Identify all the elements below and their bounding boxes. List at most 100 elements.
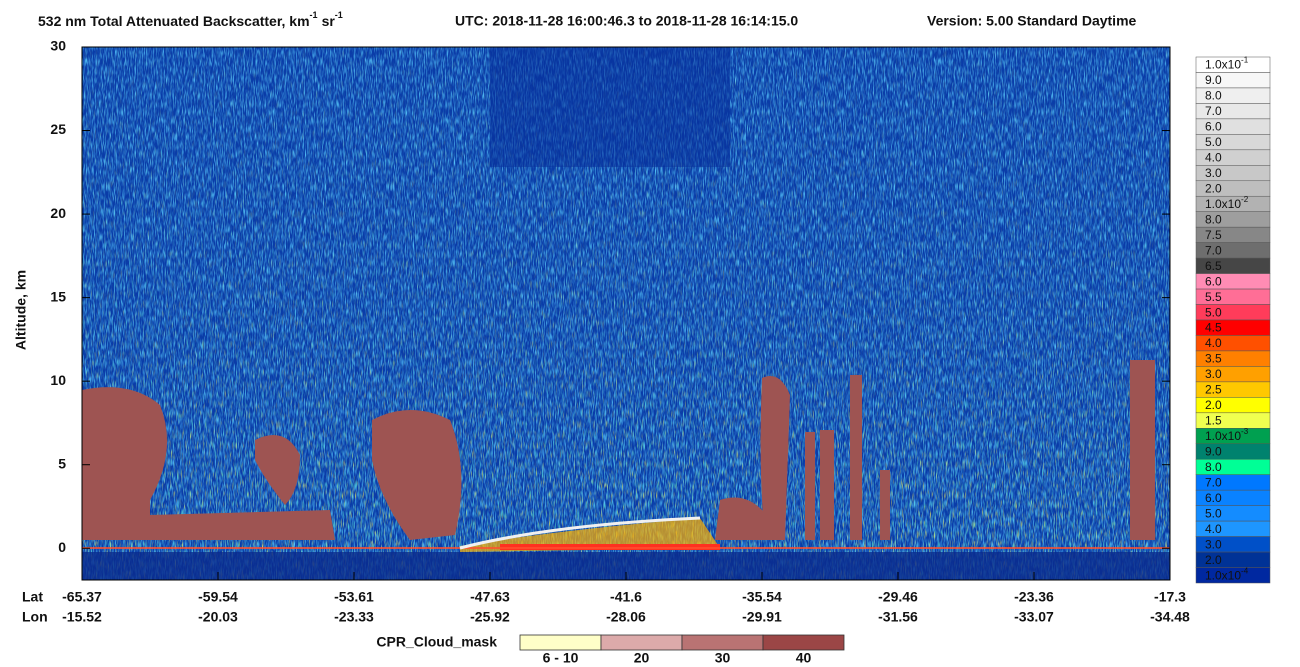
colorbar-label-text: 9.0 xyxy=(1205,73,1222,87)
colorbar-label: 4.0 xyxy=(1205,522,1222,536)
utc-range: UTC: 2018-11-28 16:00:46.3 to 2018-11-28… xyxy=(455,13,798,29)
cpr-label: 20 xyxy=(634,650,650,666)
colorbar-label-text: 4.5 xyxy=(1205,321,1222,335)
colorbar-label-text: 2.0 xyxy=(1205,553,1222,567)
lat-tick-label: -35.54 xyxy=(742,589,782,605)
colorbar-label-text: 5.0 xyxy=(1205,507,1222,521)
colorbar-label-text: 1.0x10 xyxy=(1205,429,1241,443)
cpr-title: CPR_Cloud_mask xyxy=(376,634,497,650)
colorbar-label: 7.0 xyxy=(1205,244,1222,258)
y-tick-label: 20 xyxy=(50,205,66,221)
colorbar-label: 6.5 xyxy=(1205,259,1222,273)
lon-tick-label: -23.33 xyxy=(334,609,374,625)
colorbar-label-text: 4.0 xyxy=(1205,151,1222,165)
colorbar-label-text: 7.0 xyxy=(1205,244,1222,258)
colorbar-label: 8.0 xyxy=(1205,460,1222,474)
colorbar-label-text: 3.0 xyxy=(1205,537,1222,551)
title-exponent: -1 xyxy=(335,10,343,20)
colorbar-label-text: 7.5 xyxy=(1205,228,1222,242)
chart-title: 532 nm Total Attenuated Backscatter, km-… xyxy=(38,10,343,28)
lat-tick-label: -53.61 xyxy=(334,589,374,605)
colorbar-label-text: 9.0 xyxy=(1205,445,1222,459)
colorbar-label: 3.0 xyxy=(1205,367,1222,381)
colorbar-label: 3.5 xyxy=(1205,352,1222,366)
colorbar-label-text: 8.0 xyxy=(1205,89,1222,103)
lon-tick-label: -29.91 xyxy=(742,609,782,625)
cpr-label: 30 xyxy=(715,650,731,666)
colorbar-label: 2.0 xyxy=(1205,553,1222,567)
colorbar-label-text: 2.0 xyxy=(1205,398,1222,412)
lat-label: Lat xyxy=(22,589,43,605)
colorbar-label-text: 4.0 xyxy=(1205,522,1222,536)
cpr-swatch xyxy=(600,634,683,651)
colorbar-label: 2.5 xyxy=(1205,383,1222,397)
y-tick-label: 0 xyxy=(58,539,66,555)
colorbar-label: 4.0 xyxy=(1205,336,1222,350)
colorbar-label-text: 3.0 xyxy=(1205,166,1222,180)
colorbar-label-text: 6.5 xyxy=(1205,259,1222,273)
colorbar-label-text: 5.0 xyxy=(1205,305,1222,319)
colorbar-label: 5.0 xyxy=(1205,135,1222,149)
backscatter-field xyxy=(82,47,1170,580)
lat-tick-label: -41.6 xyxy=(610,589,642,605)
colorbar-label: 6.0 xyxy=(1205,274,1222,288)
colorbar-label: 8.0 xyxy=(1205,89,1222,103)
colorbar-label: 5.5 xyxy=(1205,290,1222,304)
colorbar-label-text: 7.0 xyxy=(1205,476,1222,490)
colorbar-label-text: 5.0 xyxy=(1205,135,1222,149)
lat-tick-label: -65.37 xyxy=(62,589,102,605)
colorbar-label: 1.0x10-3 xyxy=(1205,427,1249,443)
colorbar-label: 7.0 xyxy=(1205,104,1222,118)
version: Version: 5.00 Standard Daytime xyxy=(927,13,1137,29)
colorbar-label: 7.0 xyxy=(1205,476,1222,490)
lat-tick-label: -59.54 xyxy=(198,589,238,605)
colorbar-label-text: 4.0 xyxy=(1205,336,1222,350)
colorbar-label: 6.0 xyxy=(1205,120,1222,134)
colorbar-label-exponent: -3 xyxy=(1241,427,1249,436)
colorbar-label: 5.0 xyxy=(1205,507,1222,521)
colorbar-label-text: 2.0 xyxy=(1205,182,1222,196)
lon-tick-label: -31.56 xyxy=(878,609,918,625)
lon-tick-label: -28.06 xyxy=(606,609,646,625)
lat-tick-label: -23.36 xyxy=(1014,589,1054,605)
colorbar-label-text: 7.0 xyxy=(1205,104,1222,118)
colorbar-label: 6.0 xyxy=(1205,491,1222,505)
colorbar-label-exponent: -1 xyxy=(1241,56,1249,65)
colorbar-label: 1.0x10-4 xyxy=(1205,566,1249,582)
cpr-label: 40 xyxy=(796,650,812,666)
colorbar-label: 1.5 xyxy=(1205,414,1222,428)
colorbar-label: 1.0x10-2 xyxy=(1205,195,1249,211)
colorbar-label: 4.5 xyxy=(1205,321,1222,335)
colorbar-label-text: 6.0 xyxy=(1205,120,1222,134)
colorbar-label-text: 6.0 xyxy=(1205,274,1222,288)
colorbar-label: 2.0 xyxy=(1205,398,1222,412)
colorbar-swatch xyxy=(1195,567,1271,584)
colorbar-label: 7.5 xyxy=(1205,228,1222,242)
colorbar-label-text: 2.5 xyxy=(1205,383,1222,397)
y-axis-label: Altitude, km xyxy=(13,270,29,350)
lat-tick-label: -29.46 xyxy=(878,589,918,605)
colorbar-label-exponent: -4 xyxy=(1241,566,1249,575)
cpr-label: 6 - 10 xyxy=(543,650,579,666)
y-tick-label: 30 xyxy=(50,38,66,54)
cpr-swatch xyxy=(762,634,845,651)
colorbar-label-text: 1.0x10 xyxy=(1205,568,1241,582)
colorbar-label-text: 1.0x10 xyxy=(1205,197,1241,211)
lon-tick-label: -25.92 xyxy=(470,609,510,625)
colorbar-label: 3.0 xyxy=(1205,166,1222,180)
title-unit: sr xyxy=(322,13,336,29)
lon-tick-label: -33.07 xyxy=(1014,609,1054,625)
cpr-swatch xyxy=(681,634,764,651)
colorbar-label-text: 8.0 xyxy=(1205,213,1222,227)
colorbar-label: 5.0 xyxy=(1205,305,1222,319)
colorbar-label-text: 5.5 xyxy=(1205,290,1222,304)
lat-tick-label: -17.3 xyxy=(1154,589,1186,605)
y-tick-label: 15 xyxy=(50,288,66,304)
colorbar-label-text: 1.5 xyxy=(1205,414,1222,428)
colorbar-label: 9.0 xyxy=(1205,73,1222,87)
colorbar-label-text: 6.0 xyxy=(1205,491,1222,505)
y-tick-label: 25 xyxy=(50,121,66,137)
lon-tick-label: -34.48 xyxy=(1150,609,1190,625)
colorbar-label: 8.0 xyxy=(1205,213,1222,227)
